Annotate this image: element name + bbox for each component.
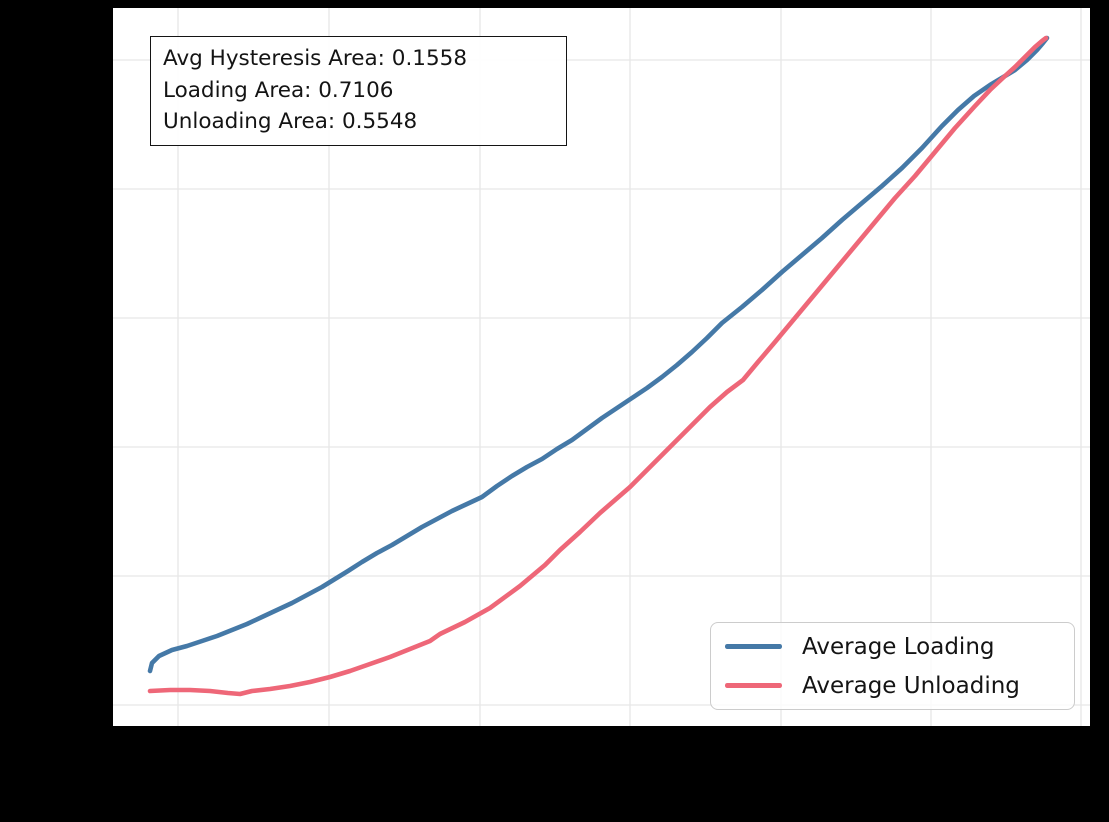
legend-row-average-loading: Average Loading: [725, 634, 1074, 660]
series-line-average-unloading: [147, 35, 1049, 697]
legend-label-average-loading: Average Loading: [802, 633, 995, 660]
average-loading-line-swatch: [725, 644, 782, 649]
annotation-loading-area: Loading Area: 0.7106: [163, 77, 394, 103]
legend-row-average-unloading: Average Unloading: [725, 673, 1074, 699]
plot-area: Avg Hysteresis Area: 0.1558 Loading Area…: [113, 8, 1090, 726]
annotation-unloading-area: Unloading Area: 0.5548: [163, 109, 418, 134]
hysteresis-annotation-box: Avg Hysteresis Area: 0.1558 Loading Area…: [150, 36, 567, 146]
legend-label-average-unloading: Average Unloading: [802, 672, 1020, 699]
average-unloading-line-swatch: [725, 683, 782, 688]
chart-legend: Average Loading Average Unloading: [710, 622, 1075, 710]
series-line-average-loading: [147, 35, 1050, 674]
annotation-avg-hysteresis-area: Avg Hysteresis Area: 0.1558: [163, 46, 467, 71]
